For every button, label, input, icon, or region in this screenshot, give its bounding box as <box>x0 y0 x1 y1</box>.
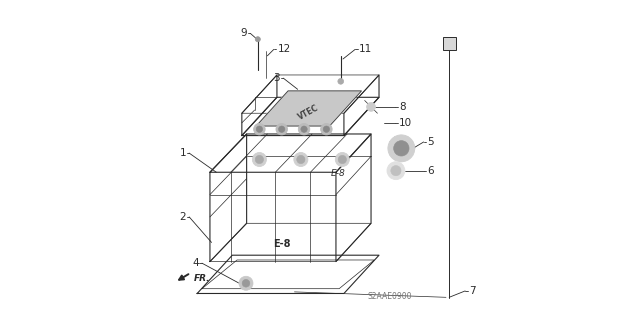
Circle shape <box>338 155 346 164</box>
Circle shape <box>278 126 285 132</box>
Circle shape <box>301 126 307 132</box>
Polygon shape <box>256 91 362 126</box>
Circle shape <box>256 126 262 132</box>
Circle shape <box>252 152 266 167</box>
Text: E-8: E-8 <box>331 169 346 178</box>
Circle shape <box>335 152 349 167</box>
Circle shape <box>321 123 332 135</box>
Circle shape <box>276 123 287 135</box>
Circle shape <box>255 155 264 164</box>
Circle shape <box>294 152 308 167</box>
Circle shape <box>394 141 409 156</box>
Circle shape <box>255 37 260 42</box>
Text: 7: 7 <box>469 286 476 296</box>
Text: 11: 11 <box>359 44 372 55</box>
Text: 12: 12 <box>278 44 291 55</box>
Text: 4: 4 <box>192 258 199 268</box>
Text: FR.: FR. <box>194 274 211 283</box>
Text: E-8: E-8 <box>273 239 291 249</box>
FancyBboxPatch shape <box>443 37 456 50</box>
Circle shape <box>297 155 305 164</box>
Circle shape <box>242 279 250 287</box>
Circle shape <box>388 135 415 162</box>
Text: VTEC: VTEC <box>296 103 320 122</box>
Text: 9: 9 <box>241 28 247 39</box>
Circle shape <box>367 102 376 111</box>
Text: 2: 2 <box>179 212 186 222</box>
Circle shape <box>239 276 253 290</box>
Text: S2AAE0900: S2AAE0900 <box>368 292 412 300</box>
Text: 10: 10 <box>399 118 412 128</box>
Circle shape <box>298 123 310 135</box>
Text: 5: 5 <box>428 137 434 147</box>
Circle shape <box>253 123 265 135</box>
Circle shape <box>387 162 405 180</box>
Text: 8: 8 <box>399 102 405 112</box>
Circle shape <box>323 126 330 132</box>
Circle shape <box>338 78 344 84</box>
Text: 6: 6 <box>428 166 434 176</box>
Text: 3: 3 <box>273 73 280 83</box>
Text: 1: 1 <box>179 148 186 158</box>
Circle shape <box>391 166 401 176</box>
